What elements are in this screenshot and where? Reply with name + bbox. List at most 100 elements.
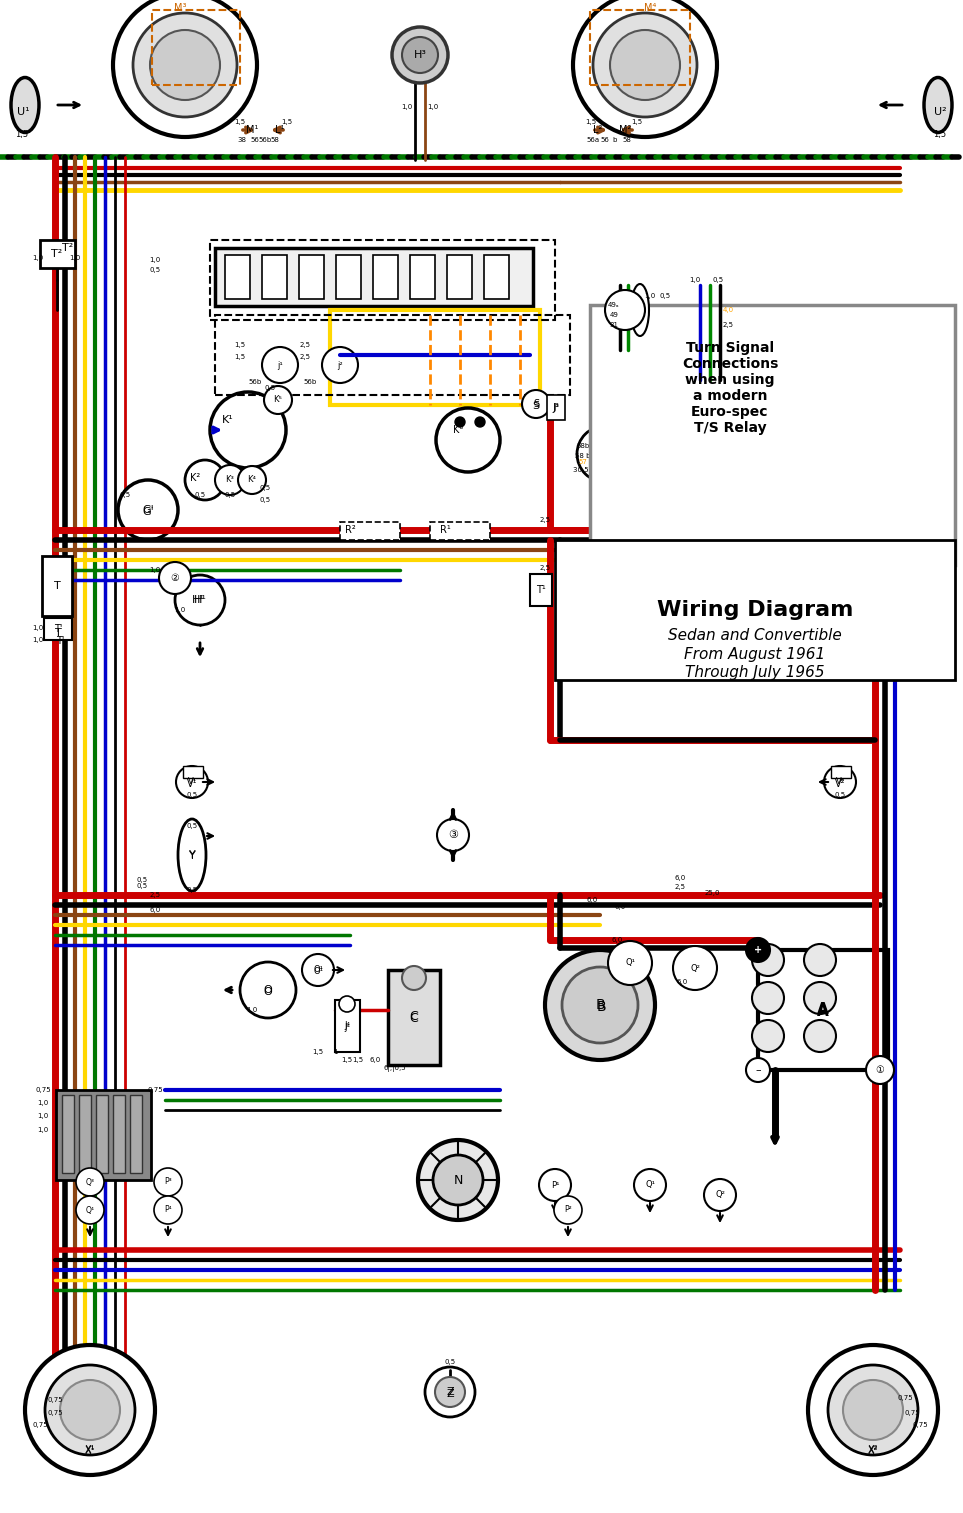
- Circle shape: [159, 561, 191, 595]
- Text: 0,5: 0,5: [660, 294, 670, 300]
- Circle shape: [746, 938, 770, 962]
- Text: 58b: 58b: [577, 443, 589, 449]
- Circle shape: [455, 418, 465, 427]
- Text: Through July 1965: Through July 1965: [686, 664, 825, 679]
- Text: P¹: P¹: [551, 1180, 560, 1189]
- Ellipse shape: [11, 77, 39, 133]
- Bar: [56, 1089, 151, 1180]
- Circle shape: [704, 1179, 736, 1210]
- Circle shape: [76, 1195, 104, 1224]
- Text: 0,5: 0,5: [259, 486, 271, 492]
- Text: 56b: 56b: [258, 138, 272, 144]
- Text: L¹: L¹: [275, 126, 285, 135]
- Bar: [215, 315, 570, 395]
- Text: O: O: [264, 985, 273, 996]
- Text: 1,0: 1,0: [38, 1114, 48, 1120]
- Bar: [262, 256, 287, 300]
- Text: 2,5: 2,5: [674, 884, 686, 890]
- Text: 31b: 31b: [658, 446, 670, 452]
- Text: 1,5: 1,5: [234, 354, 246, 360]
- Text: Q³: Q³: [86, 1177, 94, 1186]
- Circle shape: [577, 427, 633, 483]
- Text: C: C: [409, 1011, 418, 1023]
- Text: K¹: K¹: [222, 415, 234, 425]
- Text: 0,75: 0,75: [47, 1410, 63, 1416]
- Text: 38: 38: [238, 138, 247, 144]
- Text: j¹: j¹: [277, 360, 283, 369]
- Text: R¹: R¹: [440, 525, 451, 536]
- Text: 57: 57: [579, 458, 587, 464]
- Circle shape: [339, 996, 355, 1012]
- Circle shape: [76, 1168, 104, 1195]
- Bar: [79, 1095, 91, 1173]
- Text: 0,75: 0,75: [32, 1422, 48, 1428]
- Text: 1,0: 1,0: [402, 104, 412, 110]
- Text: 1,5: 1,5: [586, 120, 596, 126]
- Text: +: +: [754, 946, 762, 955]
- Text: 1,0: 1,0: [33, 637, 43, 643]
- Bar: [675, 490, 705, 517]
- Ellipse shape: [45, 1365, 135, 1456]
- Text: O¹: O¹: [313, 965, 323, 974]
- Text: ②: ②: [170, 573, 179, 583]
- Text: K⁶: K⁶: [453, 425, 463, 436]
- Text: Y: Y: [189, 850, 195, 861]
- Circle shape: [562, 967, 638, 1042]
- Circle shape: [425, 1368, 475, 1418]
- Text: 1,5: 1,5: [352, 1058, 364, 1064]
- Text: 1,0: 1,0: [690, 277, 701, 283]
- Bar: [758, 950, 888, 1070]
- Circle shape: [475, 418, 485, 427]
- Text: A: A: [818, 1005, 829, 1020]
- Circle shape: [634, 1170, 666, 1201]
- Text: 1,0: 1,0: [174, 607, 186, 613]
- Text: 1,0: 1,0: [428, 104, 438, 110]
- Circle shape: [118, 480, 178, 540]
- Text: Euro-spec: Euro-spec: [691, 405, 768, 419]
- Text: 49ₐ: 49ₐ: [609, 303, 620, 309]
- Bar: [547, 395, 565, 421]
- Text: 0,5: 0,5: [224, 492, 236, 498]
- Ellipse shape: [828, 1365, 918, 1456]
- Circle shape: [322, 346, 358, 383]
- Text: S: S: [533, 399, 539, 409]
- Text: 54d: 54d: [671, 461, 685, 468]
- Text: X¹: X¹: [85, 1446, 95, 1456]
- Text: –: –: [755, 1065, 761, 1076]
- Text: V¹: V¹: [188, 778, 196, 787]
- Circle shape: [610, 30, 680, 100]
- Text: 6,0: 6,0: [672, 514, 684, 520]
- Text: T²: T²: [51, 250, 63, 259]
- Text: 1,5: 1,5: [234, 342, 246, 348]
- Circle shape: [264, 386, 292, 415]
- Circle shape: [545, 950, 655, 1061]
- Text: X²: X²: [868, 1445, 878, 1456]
- Text: M²: M²: [619, 126, 631, 135]
- Text: 1,0: 1,0: [149, 567, 161, 573]
- Text: 1,5 54: 1,5 54: [642, 489, 664, 495]
- Circle shape: [437, 819, 469, 850]
- Text: R²: R²: [345, 525, 355, 536]
- Bar: [40, 241, 75, 268]
- Circle shape: [593, 14, 697, 117]
- Text: K³: K³: [225, 475, 234, 484]
- Text: 6,0: 6,0: [676, 979, 688, 985]
- Text: 56b: 56b: [248, 378, 262, 384]
- Circle shape: [752, 1020, 784, 1052]
- Circle shape: [573, 0, 717, 138]
- Ellipse shape: [924, 77, 952, 133]
- Text: E: E: [694, 449, 702, 463]
- Circle shape: [804, 982, 836, 1014]
- Circle shape: [113, 0, 257, 138]
- Text: 0,5: 0,5: [187, 791, 197, 797]
- Text: T: T: [54, 581, 61, 592]
- Circle shape: [262, 346, 298, 383]
- Bar: [210, 241, 555, 321]
- Text: 2,5: 2,5: [299, 342, 310, 348]
- Text: 30 58: 30 58: [573, 468, 593, 474]
- Text: 0,75: 0,75: [898, 1395, 913, 1401]
- Text: T': T': [56, 635, 65, 646]
- FancyBboxPatch shape: [555, 540, 955, 679]
- Text: 0,5: 0,5: [149, 266, 161, 272]
- Text: 0,5: 0,5: [259, 496, 271, 502]
